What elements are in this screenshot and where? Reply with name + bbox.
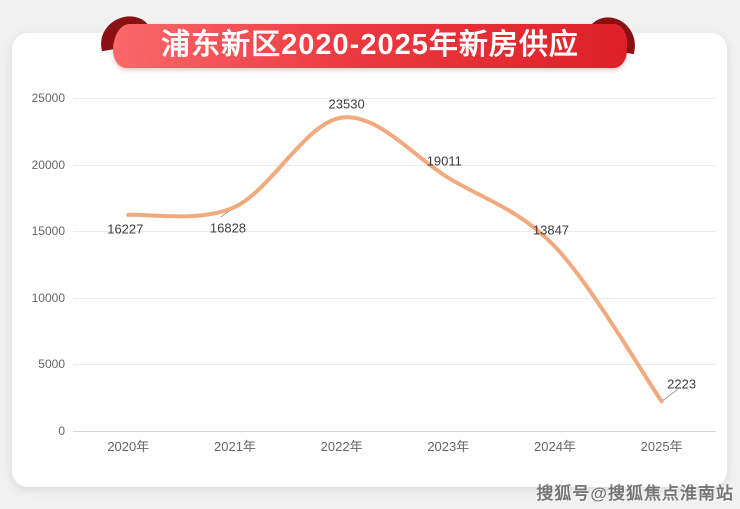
- data-point-label: 16828: [209, 220, 247, 236]
- data-point-label: 13847: [532, 222, 570, 238]
- y-axis-tick-label: 5000: [38, 357, 65, 372]
- supply-line-series: [126, 115, 678, 404]
- title-ribbon: 浦东新区2020-2025年新房供应: [96, 12, 640, 68]
- x-axis-line: [73, 431, 716, 432]
- x-axis-tick-label: 2020年: [107, 439, 150, 454]
- gridline: [73, 98, 716, 99]
- gridline: [73, 231, 716, 233]
- y-axis-tick-label: 10000: [31, 290, 65, 305]
- chart-card: 25000 20000 15000 10000 5000 0 2020年 2021年 2022年…: [12, 33, 727, 487]
- smooth-line-path: [126, 115, 664, 404]
- y-axis-tick-label: 20000: [31, 157, 65, 172]
- data-label-leader-line: [661, 388, 678, 402]
- x-axis-tick-label: 2024年: [534, 439, 576, 454]
- chart-title: 浦东新区2020-2025年新房供应: [161, 28, 579, 61]
- y-axis-tick-label: 15000: [31, 224, 65, 239]
- gridline: [73, 164, 716, 166]
- watermark-text: 搜狐号@搜狐焦点淮南站: [536, 484, 734, 503]
- line-chart: 25000 20000 15000 10000 5000 0 2020年 2021年 2022年…: [12, 33, 727, 487]
- data-point-label: 2223: [667, 376, 697, 392]
- x-axis-tick-label: 2023年: [427, 439, 470, 454]
- data-point-label: 16227: [107, 221, 144, 237]
- ribbon-body: 浦东新区2020-2025年新房供应: [113, 24, 627, 68]
- x-axis-tick-label: 2022年: [320, 439, 363, 454]
- gridline: [73, 364, 716, 366]
- y-axis-tick-label: 25000: [31, 91, 65, 105]
- y-axis-tick-label: 0: [58, 424, 65, 438]
- data-point-label: 19011: [426, 153, 462, 169]
- data-point-label: 23530: [328, 96, 365, 112]
- gridline: [73, 297, 716, 299]
- x-axis-tick-label: 2025年: [640, 439, 683, 454]
- x-axis-tick-label: 2021年: [214, 439, 256, 454]
